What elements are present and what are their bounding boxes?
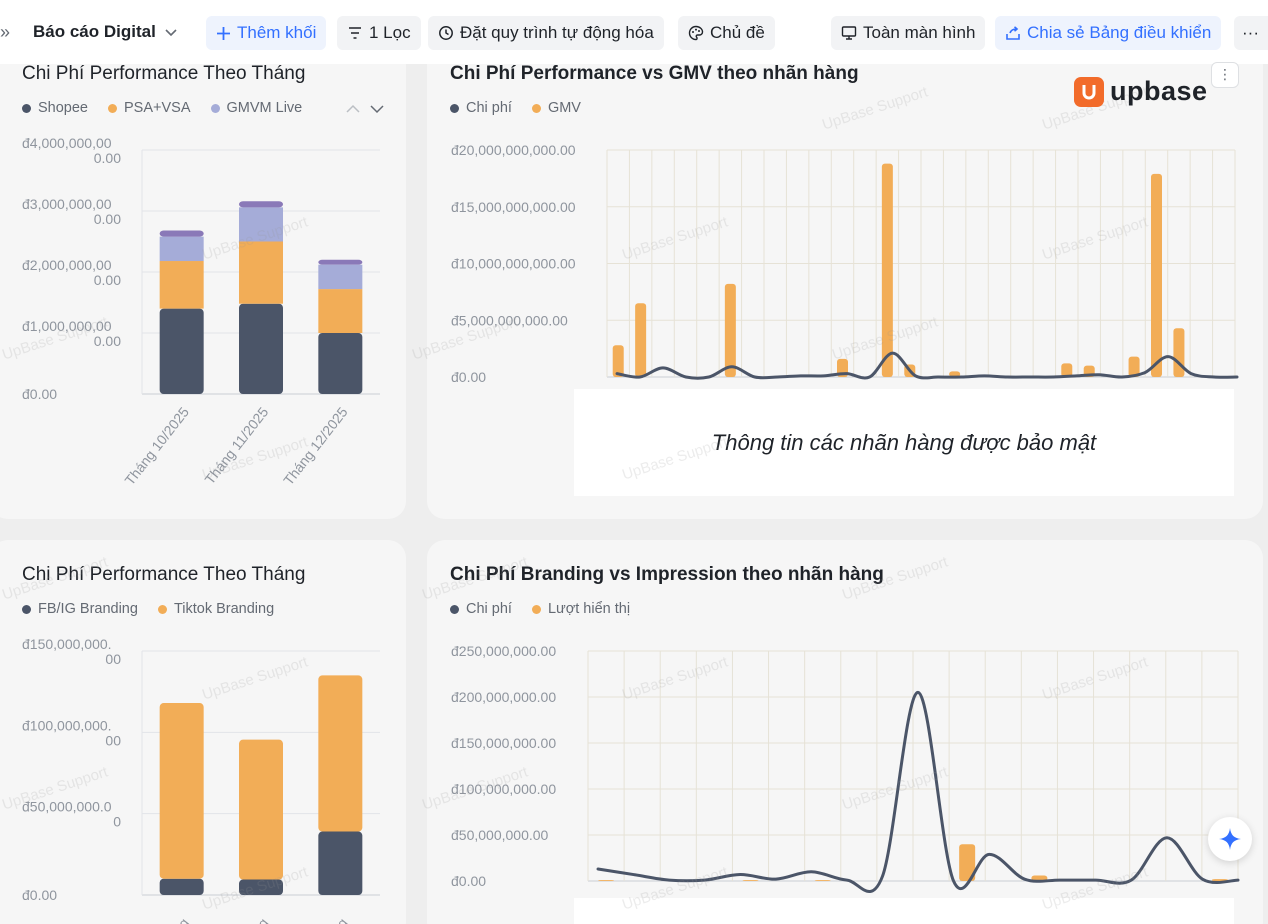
upbase-logo-text: upbase (1110, 76, 1208, 106)
chevron-down-icon[interactable] (370, 105, 384, 114)
upbase-logo-mark-icon (1074, 76, 1104, 107)
chevron-up-icon[interactable] (346, 104, 360, 113)
legend-item[interactable]: Lượt hiển thị (531, 601, 631, 617)
upbase-logo: upbase (1074, 76, 1208, 107)
toolbar: » Báo cáo Digital Thêm khối 1 Lọc Đặt qu… (0, 0, 1268, 64)
ai-assistant-button[interactable] (1208, 817, 1252, 861)
legend-label: PSA+VSA (124, 100, 191, 116)
legend-item[interactable]: GMV (531, 100, 581, 116)
chevron-down-icon (165, 29, 177, 37)
automation-label: Đặt quy trình tự động hóa (460, 23, 654, 42)
legend-label: Shopee (38, 100, 88, 116)
monitor-icon (841, 26, 857, 40)
more-options-button[interactable]: ··· (1234, 16, 1268, 50)
theme-label: Chủ đề (710, 23, 765, 42)
automation-button[interactable]: Đặt quy trình tự động hóa (428, 16, 664, 50)
fullscreen-button[interactable]: Toàn màn hình (831, 16, 986, 50)
dashboard-title-text: Báo cáo Digital (33, 22, 156, 41)
add-block-button[interactable]: Thêm khối (206, 16, 327, 50)
share-dashboard-button[interactable]: Chia sẻ Bảng điều khiển (995, 16, 1222, 50)
confidential-note: Thông tin các nhãn hàng được bảo mật (574, 389, 1234, 496)
legend-item[interactable]: PSA+VSA (108, 100, 191, 116)
share-icon (1006, 26, 1020, 40)
legend-dot (108, 103, 117, 113)
legend-dot (450, 103, 459, 113)
card-title-performance-monthly: Chi Phí Performance Theo Tháng (22, 63, 306, 84)
legend-label: Chi phí (466, 601, 512, 617)
card-title-performance-vs-gmv: Chi Phí Performance vs GMV theo nhãn hàn… (450, 63, 859, 84)
theme-button[interactable]: Chủ đề (678, 16, 775, 50)
legend-item[interactable]: Shopee (22, 100, 88, 116)
legend-dot (531, 103, 541, 113)
share-label: Chia sẻ Bảng điều khiển (1027, 23, 1212, 42)
legend-branding-vs-impression: Chi phí Lượt hiển thị (450, 601, 630, 617)
filter-label: 1 Lọc (369, 23, 411, 42)
card-branding-monthly (0, 540, 406, 924)
legend-dot (210, 103, 220, 113)
palette-icon (688, 25, 704, 41)
dashboard-title[interactable]: Báo cáo Digital (33, 20, 178, 44)
card-title-branding-monthly: Chi Phí Performance Theo Tháng (22, 564, 306, 585)
legend-performance-monthly: Shopee PSA+VSA GMVM Live (22, 100, 302, 116)
card-menu-button[interactable]: ⋮ (1211, 62, 1239, 88)
confidential-cover-bottom (574, 898, 1234, 924)
legend-label: FB/IG Branding (38, 601, 138, 617)
legend-item[interactable]: Chi phí (450, 100, 512, 116)
legend-label: GMVM Live (226, 100, 303, 116)
confidential-note-text: Thông tin các nhãn hàng được bảo mật (711, 429, 1097, 455)
more-icon: ··· (1242, 23, 1259, 42)
legend-item[interactable]: Tiktok Branding (157, 601, 275, 617)
legend-dot (450, 604, 459, 614)
card-branding-vs-impression (427, 540, 1263, 924)
sparkle-icon (1219, 828, 1241, 850)
fullscreen-label: Toàn màn hình (863, 23, 976, 42)
legend-dot (157, 604, 167, 614)
legend-item[interactable]: GMVM Live (210, 100, 303, 116)
clock-icon (439, 26, 453, 40)
legend-performance-vs-gmv: Chi phí GMV (450, 100, 581, 116)
legend-item[interactable]: FB/IG Branding (22, 601, 138, 617)
legend-label: Lượt hiển thị (547, 601, 631, 617)
filter-button[interactable]: 1 Lọc (337, 16, 421, 50)
legend-label: GMV (547, 100, 581, 116)
collapse-sidebar-icon[interactable]: » (0, 22, 11, 42)
add-block-label: Thêm khối (237, 23, 317, 42)
legend-dot (22, 103, 31, 113)
legend-item[interactable]: Chi phí (450, 601, 512, 617)
legend-branding-monthly: FB/IG Branding Tiktok Branding (22, 601, 274, 617)
filter-icon (349, 27, 361, 39)
legend-label: Chi phí (466, 100, 512, 116)
legend-dot (531, 604, 541, 614)
card-title-branding-vs-impression: Chi Phí Branding vs Impression theo nhãn… (450, 564, 884, 585)
plus-icon (217, 26, 230, 40)
legend-pager (346, 104, 384, 114)
legend-dot (22, 604, 31, 614)
legend-label: Tiktok Branding (173, 601, 275, 617)
